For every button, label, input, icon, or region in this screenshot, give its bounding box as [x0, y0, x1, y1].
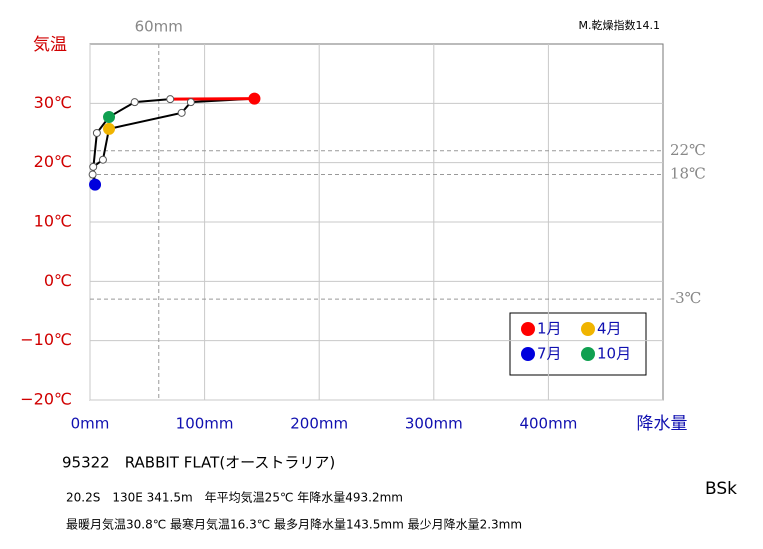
- month-point: [88, 170, 97, 179]
- month-point: [98, 155, 107, 164]
- x-axis-label: 降水量: [637, 414, 688, 434]
- legend-marker: [521, 322, 535, 336]
- legend-marker: [581, 322, 595, 336]
- x-tick-label: 200mm: [290, 415, 348, 433]
- closing-line: [170, 97, 255, 101]
- legend-label: 4月: [597, 320, 622, 338]
- legend-box: [509, 312, 647, 376]
- month-point: [103, 110, 116, 123]
- legend-label: 1月: [537, 320, 562, 338]
- y-axis-label: 気温: [33, 35, 67, 55]
- y-tick-label: 0℃: [44, 271, 72, 290]
- reference-label: 18℃: [670, 165, 706, 183]
- y-tick-label: −10℃: [20, 330, 72, 349]
- x-tick-label: 300mm: [405, 415, 463, 433]
- y-tick-label: 30℃: [34, 93, 72, 112]
- month-point: [186, 98, 195, 107]
- station-name: 95322 RABBIT FLAT(オーストラリア): [62, 454, 335, 472]
- x-tick-label: 100mm: [176, 415, 234, 433]
- month-point: [130, 98, 139, 107]
- legend-marker: [521, 347, 535, 361]
- station-stats: 最暖月気温30.8℃ 最寒月気温16.3℃ 最多月降水量143.5mm 最少月降…: [66, 517, 522, 532]
- x-tick-label: 400mm: [519, 415, 577, 433]
- y-tick-label: 10℃: [34, 212, 72, 231]
- reference-label: -3℃: [670, 289, 701, 307]
- x-tick-label: 0mm: [71, 415, 110, 433]
- legend-label: 7月: [537, 345, 562, 363]
- month-point: [89, 178, 102, 191]
- legend-label: 10月: [597, 345, 631, 363]
- legend-marker: [581, 347, 595, 361]
- month-point: [103, 122, 116, 135]
- station-info: 20.2S 130E 341.5m 年平均気温25℃ 年降水量493.2mm: [66, 490, 403, 505]
- reference-label: 22℃: [670, 141, 706, 159]
- dryness-index: M.乾燥指数14.1: [579, 18, 660, 32]
- month-point: [248, 92, 261, 105]
- y-tick-label: −20℃: [20, 390, 72, 409]
- month-point: [89, 162, 98, 171]
- climate-class: BSk: [705, 479, 737, 499]
- month-point: [177, 108, 186, 117]
- month-point: [166, 95, 175, 104]
- month-point: [92, 129, 101, 137]
- reference-label: 60mm: [135, 18, 183, 36]
- y-tick-label: 20℃: [34, 152, 72, 171]
